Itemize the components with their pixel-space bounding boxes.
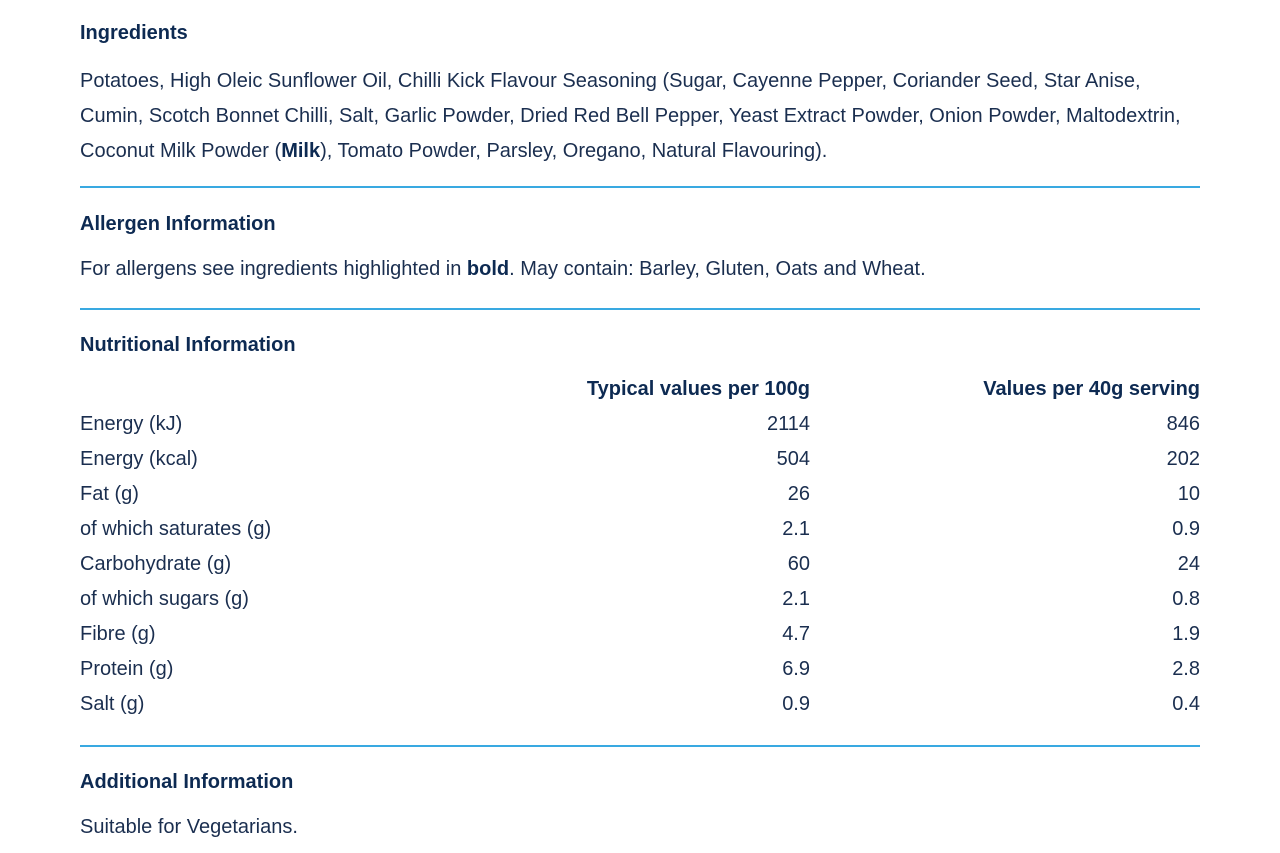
value-per-serving: 10: [1177, 483, 1200, 505]
value-per-100g: 2.1: [782, 518, 810, 540]
ingredients-text-start: Potatoes, High Oleic Sunflower Oil, Chil…: [80, 70, 1181, 162]
ingredients-text: Potatoes, High Oleic Sunflower Oil, Chil…: [80, 64, 1200, 169]
ingredients-heading: Ingredients: [80, 22, 188, 44]
value-per-100g: 2.1: [782, 588, 810, 610]
table-row: Energy (kcal) 504 202: [80, 442, 1200, 477]
value-per-serving: 202: [1166, 448, 1200, 470]
nutrient-label: Salt (g): [80, 693, 145, 715]
allergen-heading: Allergen Information: [80, 213, 276, 235]
nutrient-label: Fat (g): [80, 483, 139, 505]
allergen-milk: Milk: [281, 140, 321, 162]
additional-heading: Additional Information: [80, 771, 294, 793]
allergen-text-start: For allergens see ingredients highlighte…: [80, 258, 467, 280]
table-row: of which saturates (g) 2.1 0.9: [80, 512, 1200, 547]
allergen-section: Allergen Information For allergens see i…: [80, 212, 1200, 287]
value-per-serving: 0.9: [1172, 518, 1200, 540]
nutrient-label: Energy (kJ): [80, 413, 183, 435]
nutrient-label: Protein (g): [80, 658, 174, 680]
value-per-100g: 4.7: [782, 623, 810, 645]
column-header-per-100g: Typical values per 100g: [586, 378, 810, 400]
value-per-serving: 846: [1166, 413, 1200, 435]
section-divider: [80, 745, 1200, 747]
nutrition-table: Typical values per 100g Values per 40g s…: [80, 372, 1200, 722]
allergen-bold-word: bold: [466, 258, 510, 280]
value-per-serving: 1.9: [1172, 623, 1200, 645]
ingredients-section: Ingredients Potatoes, High Oleic Sunflow…: [80, 21, 1200, 169]
section-divider: [80, 186, 1200, 188]
value-per-100g: 0.9: [782, 693, 810, 715]
nutrition-heading: Nutritional Information: [80, 334, 296, 356]
column-header-per-serving: Values per 40g serving: [983, 378, 1200, 400]
table-row: Salt (g) 0.9 0.4: [80, 687, 1200, 722]
additional-section: Additional Information Suitable for Vege…: [80, 770, 1200, 845]
additional-text: Suitable for Vegetarians.: [80, 816, 298, 838]
value-per-100g: 2114: [766, 413, 810, 435]
nutrition-header-blank: [80, 372, 520, 407]
nutrient-label: Energy (kcal): [80, 448, 198, 470]
value-per-serving: 0.8: [1172, 588, 1200, 610]
value-per-serving: 24: [1177, 553, 1200, 575]
table-row: Fat (g) 26 10: [80, 477, 1200, 512]
value-per-100g: 504: [776, 448, 810, 470]
allergen-text: For allergens see ingredients highlighte…: [80, 252, 1200, 287]
section-divider: [80, 308, 1200, 310]
ingredients-text-end: ), Tomato Powder, Parsley, Oregano, Natu…: [320, 140, 828, 162]
nutrient-label: of which saturates (g): [80, 518, 272, 540]
table-row: Protein (g) 6.9 2.8: [80, 652, 1200, 687]
nutrition-section: Nutritional Information: [80, 333, 1200, 357]
table-row: Carbohydrate (g) 60 24: [80, 547, 1200, 582]
table-row: of which sugars (g) 2.1 0.8: [80, 582, 1200, 617]
table-row: Energy (kJ) 2114 846: [80, 407, 1200, 442]
nutrition-header-row: Typical values per 100g Values per 40g s…: [80, 372, 1200, 407]
table-row: Fibre (g) 4.7 1.9: [80, 617, 1200, 652]
value-per-100g: 60: [787, 553, 810, 575]
value-per-100g: 6.9: [782, 658, 810, 680]
nutrient-label: of which sugars (g): [80, 588, 249, 610]
nutrient-label: Fibre (g): [80, 623, 156, 645]
value-per-serving: 0.4: [1172, 693, 1200, 715]
value-per-100g: 26: [787, 483, 810, 505]
value-per-serving: 2.8: [1172, 658, 1200, 680]
nutrient-label: Carbohydrate (g): [80, 553, 232, 575]
allergen-text-end: . May contain: Barley, Gluten, Oats and …: [509, 258, 926, 280]
